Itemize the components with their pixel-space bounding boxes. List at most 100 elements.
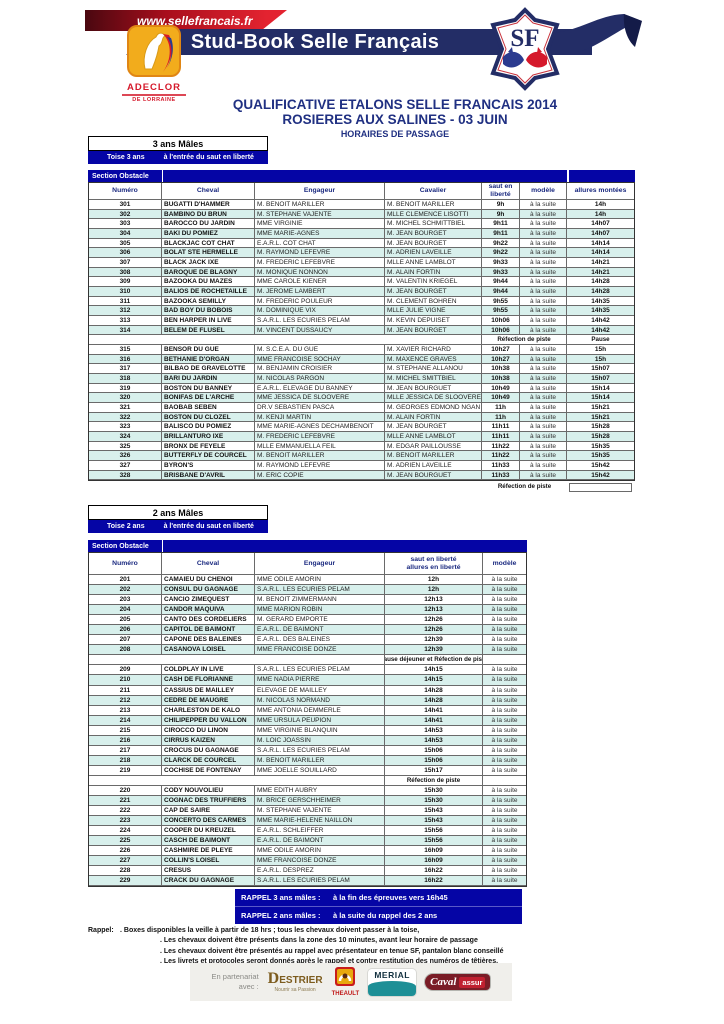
cell-cavalier: M. XAVIER RICHARD bbox=[385, 345, 482, 355]
cell-saut: 10h27 bbox=[482, 345, 520, 355]
title-line-1: QUALIFICATIVE ETALONS SELLE FRANCAIS 201… bbox=[232, 97, 558, 112]
cell-engageur: M. MONIQUE NONNON bbox=[255, 267, 385, 278]
cell-engageur: M. BRICE GERSCHHEIMER bbox=[255, 796, 385, 807]
toise-2ans-bar: Toise 2 ans à l'entrée du saut en libert… bbox=[88, 520, 268, 533]
table-row: 320 BONIFAS DE L'ARCHE MME JESSICA DE SL… bbox=[89, 393, 634, 404]
cell-allures: 15h42 bbox=[567, 461, 634, 471]
destrier-initial: D bbox=[267, 970, 280, 987]
cell-cavalier: M. ALAIN FORTIN bbox=[385, 412, 482, 423]
cell-modele: à la suite bbox=[483, 706, 526, 716]
cell-modele: à la suite bbox=[483, 665, 526, 676]
cell-modele: à la suite bbox=[520, 296, 567, 307]
cell-cheval: BRISBANE D'AVRIL bbox=[162, 470, 255, 481]
cell-allures: 14h07 bbox=[567, 219, 634, 230]
cell-cheval: BAD BOY DU BOBOIS bbox=[162, 306, 255, 317]
col-header-engageur: Engageur bbox=[255, 183, 385, 200]
table-row: 323 BALISCO DU POMIEZ MME MARIE-AGNES DE… bbox=[89, 422, 634, 433]
table-3ans-rows-b: 315 BENSOR DU GUE M. S.C.E.A. DU GUE M. … bbox=[89, 345, 634, 481]
merial-name: MERIAL bbox=[374, 969, 410, 980]
col-header-modele: modèle bbox=[483, 553, 526, 575]
cell-modele: à la suite bbox=[483, 686, 526, 696]
endnote-refection-label: Réfection de piste bbox=[497, 483, 552, 490]
cell-saut: 15h06 bbox=[385, 745, 483, 756]
cell-cheval: BALISCO DU POMIEZ bbox=[162, 422, 255, 433]
break-refection-label: Réfection de piste bbox=[385, 775, 483, 786]
cell-allures: 15h14 bbox=[567, 384, 634, 394]
cell-modele: à la suite bbox=[483, 826, 526, 837]
cell-numero: 303 bbox=[89, 219, 162, 230]
table-row: 316 BETHANIE D'ORGAN MME FRANCOISE SOCHA… bbox=[89, 354, 634, 365]
cell-allures: 14h42 bbox=[567, 316, 634, 326]
cell-saut: 11h11 bbox=[482, 422, 520, 433]
cell-engageur: E.A.R.L. COT CHAT bbox=[255, 238, 385, 249]
break-pause-dejeuner-label: Pause déjeuner et Réfection de piste bbox=[385, 655, 483, 666]
rappel-note-text-1: . Boxes disponibles la veille à partir d… bbox=[120, 927, 420, 934]
cell-engageur: S.A.R.L. LES ECURIES PELAM bbox=[255, 316, 385, 326]
cell-saut: 16h09 bbox=[385, 856, 483, 867]
table-row: 206 CAPITOL DE BAIMONT E.A.R.L. DE BAIMO… bbox=[89, 625, 526, 636]
cell-cheval: BALIOS DE ROCHETAILLE bbox=[162, 287, 255, 297]
cell-modele: à la suite bbox=[483, 796, 526, 807]
cell-cheval: BAMBINO DU BRUN bbox=[162, 209, 255, 220]
cell-cheval: BENSOR DU GUE bbox=[162, 345, 255, 355]
cell-allures: 15h28 bbox=[567, 422, 634, 433]
cell-saut: 10h27 bbox=[482, 354, 520, 365]
cell-cavalier: M. ADRIEN LAVEILLE bbox=[385, 461, 482, 471]
cell-modele: à la suite bbox=[520, 374, 567, 384]
cell-numero: 314 bbox=[89, 325, 162, 336]
cell-allures: 14h42 bbox=[567, 326, 634, 336]
cell-allures: 14h14 bbox=[567, 239, 634, 249]
table-3ans: Numéro Cheval Engageur Cavalier saut en … bbox=[88, 182, 635, 482]
section-2ans-label: 2 ans Mâles bbox=[152, 507, 204, 518]
cell-cavalier: M. ALAIN FORTIN bbox=[385, 267, 482, 278]
cell-modele: à la suite bbox=[483, 766, 526, 776]
break-empty bbox=[89, 335, 482, 346]
cell-cheval: CAMAIEU DU CHENOI bbox=[162, 575, 255, 586]
cell-modele: à la suite bbox=[520, 403, 567, 413]
cell-cheval: BRONX DE FEYELE bbox=[162, 441, 255, 452]
cell-numero: 215 bbox=[89, 725, 162, 736]
cell-saut: 15h30 bbox=[385, 796, 483, 807]
col-header-cheval: Cheval bbox=[162, 183, 255, 200]
cell-allures: 14h14 bbox=[567, 248, 634, 259]
cell-cheval: CHARLESTON DE KALO bbox=[162, 705, 255, 716]
col-header-saut-allures: saut en liberté allures en liberté bbox=[385, 553, 483, 575]
cell-cheval: CASCH DE BAIMONT bbox=[162, 836, 255, 847]
cell-modele: à la suite bbox=[520, 200, 567, 210]
cell-numero: 226 bbox=[89, 846, 162, 857]
table-row: 225 CASCH DE BAIMONT E.A.R.L. DE BAIMONT… bbox=[89, 836, 526, 847]
rappel-schedule-box: RAPPEL 3 ans mâles : à la fin des épreuv… bbox=[235, 889, 522, 924]
cell-numero: 310 bbox=[89, 287, 162, 297]
cell-cheval: BAZOOKA SEMILLY bbox=[162, 296, 255, 307]
rappel-note-line-3: . Les chevaux doivent être présentés au … bbox=[160, 947, 504, 955]
cell-numero: 222 bbox=[89, 806, 162, 817]
cell-numero: 210 bbox=[89, 675, 162, 686]
bar-divider bbox=[162, 540, 163, 552]
destrier-rest: ESTRIER bbox=[279, 975, 323, 986]
cell-numero: 207 bbox=[89, 635, 162, 646]
break-empty bbox=[483, 776, 526, 786]
table-row: 306 BOLAT STE HERMELLE M. RAYMOND LEFEVR… bbox=[89, 248, 634, 259]
cell-saut: 15h30 bbox=[385, 785, 483, 797]
cell-saut: 10h06 bbox=[482, 325, 520, 336]
table-row: 222 CAP DE SAIRE M. STEPHANE VAJENTE 15h… bbox=[89, 806, 526, 817]
cell-modele: à la suite bbox=[483, 575, 526, 586]
table-row: 227 COLLIN'S LOISEL MME FRANCOISE DONZE … bbox=[89, 856, 526, 867]
cell-cheval: CASSIUS DE MAILLEY bbox=[162, 685, 255, 696]
cell-cheval: BOLAT STE HERMELLE bbox=[162, 248, 255, 259]
cell-engageur: M. RAYMOND LEFEVRE bbox=[255, 461, 385, 471]
cell-saut: 10h38 bbox=[482, 364, 520, 375]
cell-engageur: M. BENOIT MARILLER bbox=[255, 451, 385, 462]
cell-numero: 318 bbox=[89, 374, 162, 384]
cell-engageur: MME VIRGINIE BLANQUIN bbox=[255, 725, 385, 736]
break-pause-label: Pause bbox=[567, 335, 634, 346]
table-row: 314 BELEM DE FLUSEL M. VINCENT DUSSAUCY … bbox=[89, 325, 634, 336]
cell-saut: 14h28 bbox=[385, 685, 483, 696]
cell-cheval: BLACK JACK IXE bbox=[162, 258, 255, 268]
destrier-name: DESTRIER bbox=[268, 971, 323, 987]
partners-strip: En partenariat avec : DESTRIER Nourrir s… bbox=[190, 963, 512, 1001]
cell-modele: à la suite bbox=[483, 806, 526, 817]
cell-modele: à la suite bbox=[520, 306, 567, 317]
cell-modele: à la suite bbox=[520, 393, 567, 404]
cell-modele: à la suite bbox=[520, 383, 567, 394]
